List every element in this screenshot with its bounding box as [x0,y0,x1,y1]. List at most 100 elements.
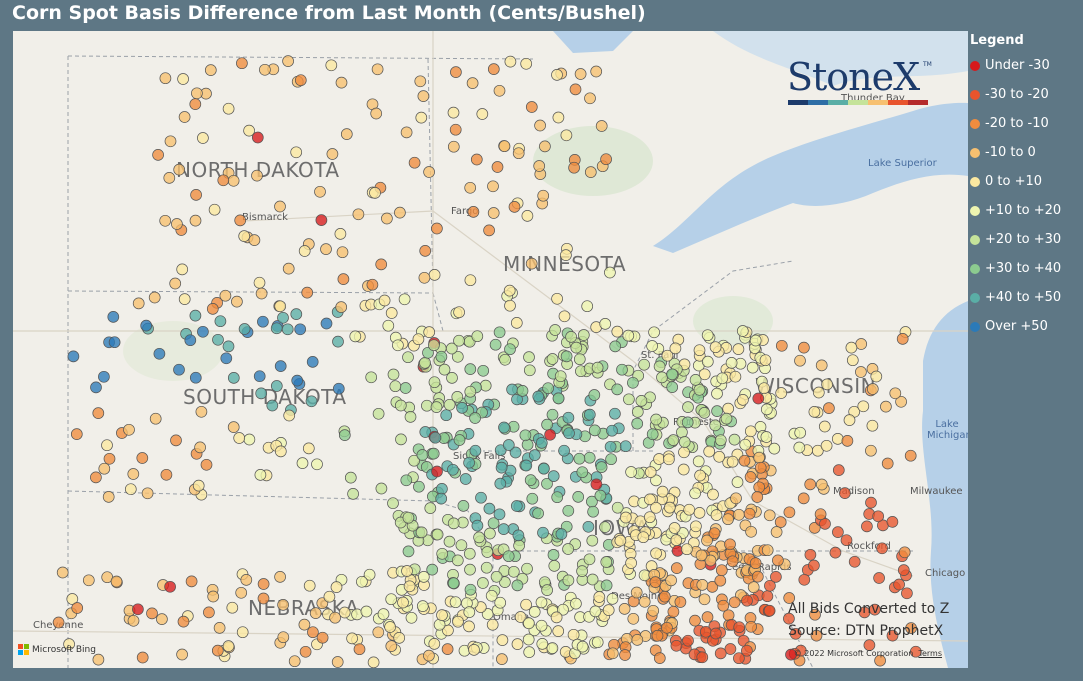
legend-item[interactable]: +10 to +20 [970,196,1061,225]
basis-marker [583,451,596,464]
basis-marker [576,565,588,577]
basis-marker [282,262,295,275]
basis-marker [798,341,810,354]
basis-marker [689,614,701,627]
legend-item[interactable]: +40 to +50 [970,283,1061,312]
basis-marker [661,621,673,634]
water-label-lake-superior: Lake Superior [868,158,937,169]
map-canvas[interactable]: NORTH DAKOTA MINNESOTA SOUTH DAKOTA WISC… [13,31,968,668]
basis-marker [638,358,650,371]
basis-marker [693,383,706,396]
basis-marker [451,391,464,403]
basis-marker [625,466,637,478]
legend-item[interactable]: +30 to +40 [970,254,1061,283]
basis-marker [644,466,657,478]
basis-marker [589,605,602,618]
basis-marker [519,429,532,442]
basis-marker [428,638,441,650]
basis-marker [548,560,561,572]
terms-link[interactable]: Terms [918,649,942,658]
basis-marker [424,502,437,514]
basis-marker [415,111,428,124]
basis-marker [190,189,202,201]
basis-marker [503,284,516,297]
basis-marker [678,436,691,448]
legend-item[interactable]: +20 to +30 [970,225,1061,254]
basis-marker [435,350,448,363]
basis-marker [560,129,573,142]
basis-marker [170,434,182,447]
basis-marker [677,463,690,476]
basis-marker [523,351,535,363]
basis-marker [305,395,318,408]
basis-marker [235,586,248,599]
basis-marker [731,476,744,488]
basis-marker [90,381,102,394]
basis-marker [326,148,339,160]
basis-marker [872,510,885,523]
basis-marker [631,417,644,430]
basis-marker [419,357,431,369]
legend-item[interactable]: -20 to -10 [970,109,1061,138]
basis-marker [880,400,892,413]
basis-marker [724,538,736,551]
basis-marker [400,126,413,139]
basis-marker [447,106,460,119]
basis-marker [136,452,149,464]
basis-marker [656,371,668,384]
legend-item[interactable]: -30 to -20 [970,80,1061,109]
legend-item[interactable]: 0 to +10 [970,167,1061,196]
basis-marker [547,470,560,482]
basis-marker [532,390,545,403]
stonex-logo: StoneX TM [787,55,932,109]
basis-marker [521,210,534,222]
basis-marker [558,310,571,323]
basis-marker [338,606,351,619]
basis-marker [464,274,477,287]
basis-marker [169,277,182,290]
basis-marker [306,356,319,368]
legend-item[interactable]: -10 to 0 [970,138,1061,167]
basis-marker [435,492,448,505]
basemap [13,31,968,668]
basis-marker [551,69,563,81]
basis-marker [387,497,399,510]
basis-marker [508,201,521,213]
basis-marker [384,621,396,633]
basis-marker [464,563,476,576]
basis-marker [163,172,176,184]
basis-marker [436,547,449,560]
basis-marker [127,614,140,627]
basis-marker [98,370,110,383]
basis-marker [259,63,271,76]
basis-marker [360,605,373,618]
basis-marker [650,547,662,560]
basis-marker [555,528,568,540]
basis-marker [743,507,756,520]
basis-marker [204,64,217,76]
basis-marker [417,90,430,102]
bing-attribution[interactable]: Microsoft Bing [18,644,96,655]
basis-marker [650,474,662,487]
basis-marker [749,557,762,570]
city-label-st-paul: St. Paul [641,350,679,361]
basis-marker [693,507,706,519]
basis-marker [549,324,561,336]
basis-marker [814,508,827,521]
legend-item[interactable]: Under -30 [970,51,1061,80]
basis-marker [468,644,480,656]
basis-marker [231,295,243,308]
basis-marker [234,214,247,227]
basis-marker [436,609,448,621]
basis-marker [551,292,563,305]
legend-item[interactable]: Over +50 [970,312,1061,341]
basis-marker [476,108,489,120]
basis-marker [353,643,366,656]
basis-marker [301,286,314,299]
basis-marker [643,511,656,524]
basis-marker [586,573,599,586]
basis-marker [840,534,853,547]
legend-swatch-icon [970,60,980,71]
basis-marker [821,378,833,391]
basis-marker [710,509,723,521]
